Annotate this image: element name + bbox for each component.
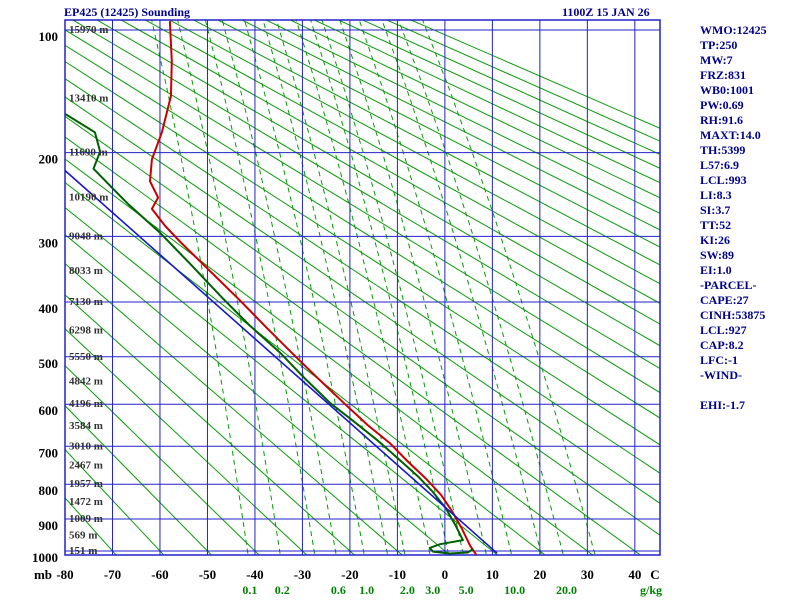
stat-line: WMO:12425	[700, 23, 767, 37]
stat-line: CAP:8.2	[700, 338, 744, 352]
stat-line: EI:1.0	[700, 263, 732, 277]
stat-line: CINH:53875	[700, 308, 766, 322]
stat-line: CAPE:27	[700, 293, 749, 307]
temp-tick-label: 30	[581, 567, 594, 582]
stat-line: MW:7	[700, 53, 733, 67]
stat-line: -PARCEL-	[700, 278, 757, 292]
height-label: 151 m	[69, 545, 97, 557]
stat-line	[700, 383, 767, 398]
temp-tick-label: -60	[151, 567, 168, 582]
height-label: 13410 m	[69, 93, 108, 105]
height-label: 1472 m	[69, 496, 103, 508]
temp-tick-label: -50	[199, 567, 216, 582]
height-label: 11690 m	[69, 147, 108, 159]
stat-line: -WIND-	[700, 368, 742, 382]
grid-lines	[64, 19, 661, 556]
mixing-ratio-tick-label: 1.0	[359, 583, 374, 597]
mixing-ratio-tick-label: 10.0	[504, 583, 525, 597]
height-label: 569 m	[69, 529, 97, 541]
stat-line: SI:3.7	[700, 203, 731, 217]
height-label: 8033 m	[69, 265, 103, 277]
height-label: 1009 m	[69, 513, 103, 525]
height-label: 4842 m	[69, 375, 103, 387]
stat-line: TT:52	[700, 218, 732, 232]
pressure-tick-label: 400	[39, 301, 59, 316]
height-label: 3010 m	[69, 440, 103, 452]
height-label: 4196 m	[69, 398, 103, 410]
parcel-curve	[65, 169, 498, 554]
pressure-tick-label: 700	[39, 445, 59, 460]
stat-line: LCL:993	[700, 173, 747, 187]
pressure-tick-label: 900	[39, 518, 59, 533]
stat-line: SW:89	[700, 248, 735, 262]
temp-tick-label: 20	[533, 567, 546, 582]
stat-line: FRZ:831	[700, 68, 746, 82]
pressure-tick-label: 200	[39, 152, 59, 167]
stat-line: EHI:-1.7	[700, 398, 745, 412]
dewpoint-curve	[65, 112, 474, 555]
temp-tick-label: -20	[341, 567, 358, 582]
stat-line: TP:250	[700, 38, 738, 52]
pressure-tick-label: 500	[39, 356, 59, 371]
chart-title: EP425 (12425) Sounding	[64, 5, 191, 19]
temp-tick-label: 10	[486, 567, 499, 582]
pressure-tick-label: 600	[39, 403, 59, 418]
stats-panel: WMO:12425 TP:250 MW:7 FRZ:831 WB0:1001 PW:0.6…	[700, 23, 767, 413]
stat-line: MAXT:14.0	[700, 128, 761, 142]
stat-line: TH:5399	[700, 143, 746, 157]
pressure-tick-label: 100	[39, 29, 59, 44]
mixing-ratio-tick-label: 20.0	[556, 583, 577, 597]
stat-line: LI:8.3	[700, 188, 732, 202]
mixing-ratio-tick-label: 2.0	[400, 583, 415, 597]
height-label: 10190 m	[69, 192, 108, 204]
dry-adiabat-lines	[65, 20, 660, 555]
height-label: 15970 m	[69, 24, 108, 36]
stat-line: PW:0.69	[700, 98, 744, 112]
height-label: 5550 m	[69, 351, 103, 363]
temperature-curve	[149, 20, 477, 555]
temp-tick-label: -70	[104, 567, 121, 582]
pressure-tick-label: 300	[39, 235, 59, 250]
mixing-ratio-lines	[151, 20, 596, 555]
temp-tick-label: 40	[628, 567, 641, 582]
height-label: 6298 m	[69, 325, 103, 337]
height-label: 7130 m	[69, 296, 103, 308]
height-label: 1957 m	[69, 478, 103, 490]
stat-line: L57:6.9	[700, 158, 739, 172]
stat-line: LCL:927	[700, 323, 747, 337]
temp-axis-unit: C	[650, 567, 659, 582]
height-label: 3584 m	[69, 420, 103, 432]
stat-line: WB0:1001	[700, 83, 754, 97]
temp-tick-label: -30	[294, 567, 311, 582]
pressure-tick-label: 1000	[32, 550, 58, 565]
height-label: 2467 m	[69, 460, 103, 472]
stat-line: KI:26	[700, 233, 730, 247]
mixing-ratio-tick-label: 0.2	[275, 583, 290, 597]
stat-line: LFC:-1	[700, 353, 738, 367]
temp-tick-label: -40	[246, 567, 263, 582]
height-label: 9048 m	[69, 230, 103, 242]
pressure-tick-label: 800	[39, 483, 59, 498]
mixing-ratio-tick-label: 0.6	[331, 583, 346, 597]
temp-tick-label: -80	[56, 567, 73, 582]
profile-curves	[65, 20, 498, 555]
temp-tick-label: 0	[442, 567, 449, 582]
mixing-axis-unit: g/kg	[640, 583, 662, 597]
chart-datetime: 1100Z 15 JAN 26	[562, 5, 650, 19]
pressure-axis-unit: mb	[34, 567, 52, 582]
stat-line: RH:91.6	[700, 113, 743, 127]
mixing-ratio-tick-label: 0.1	[242, 583, 257, 597]
temp-tick-label: -10	[389, 567, 406, 582]
mixing-ratio-tick-label: 3.0	[425, 583, 440, 597]
mixing-ratio-tick-label: 5.0	[459, 583, 474, 597]
